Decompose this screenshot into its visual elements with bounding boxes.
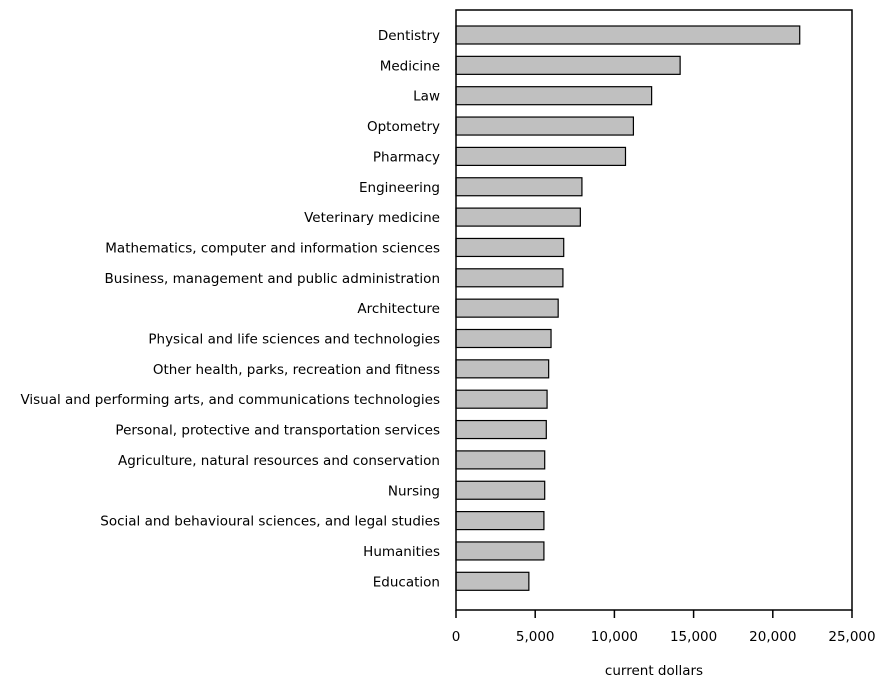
category-label: Social and behavioural sciences, and leg… [100, 514, 440, 530]
category-label: Veterinary medicine [304, 210, 440, 226]
category-label: Visual and performing arts, and communic… [20, 392, 440, 408]
bar [455, 328, 552, 349]
category-label: Other health, parks, recreation and fitn… [153, 362, 440, 378]
category-label: Mathematics, computer and information sc… [105, 240, 440, 256]
bar [455, 450, 546, 470]
category-label: Medicine [380, 58, 440, 74]
bar [455, 25, 801, 45]
bar [455, 177, 583, 197]
bar [455, 146, 627, 166]
bar [455, 207, 581, 227]
x-tick-label: 0 [452, 629, 461, 645]
category-label: Education [373, 574, 440, 590]
bar [455, 298, 559, 318]
x-tick-label: 5,000 [516, 629, 555, 645]
category-label: Engineering [359, 180, 440, 196]
category-label: Architecture [357, 301, 440, 317]
bar [455, 55, 681, 75]
category-label: Pharmacy [373, 149, 440, 165]
bar [455, 419, 547, 440]
bar [455, 237, 565, 258]
category-label: Business, management and public administ… [105, 271, 441, 287]
category-label: Personal, protective and transportation … [115, 423, 440, 439]
bar [455, 268, 564, 288]
x-tick-label: 20,000 [749, 629, 796, 645]
plot-frame [455, 9, 853, 611]
x-axis-layer: 0 5,000 10,000 15,000 20,000 25,000 [452, 610, 876, 645]
bar [455, 389, 548, 409]
category-label: Law [413, 89, 440, 105]
bar [455, 571, 530, 591]
category-label: Humanities [363, 544, 440, 560]
category-label: Physical and life sciences and technolog… [148, 332, 440, 348]
bar [455, 86, 653, 106]
category-label: Dentistry [378, 28, 440, 44]
x-axis-title: current dollars [605, 663, 703, 679]
x-tick-label: 10,000 [591, 629, 638, 645]
bar [455, 541, 545, 561]
category-label: Agriculture, natural resources and conse… [118, 453, 440, 469]
category-label: Optometry [367, 119, 440, 135]
bars-layer [455, 25, 801, 591]
x-tick-label: 25,000 [828, 629, 875, 645]
category-label: Nursing [388, 483, 440, 499]
x-tick-label: 15,000 [670, 629, 717, 645]
bar [455, 359, 550, 379]
bar [455, 116, 635, 136]
category-labels-layer: Dentistry Medicine Law Optometry Pharmacy Eng… [20, 28, 440, 590]
bar [455, 511, 545, 531]
bar [455, 480, 546, 500]
